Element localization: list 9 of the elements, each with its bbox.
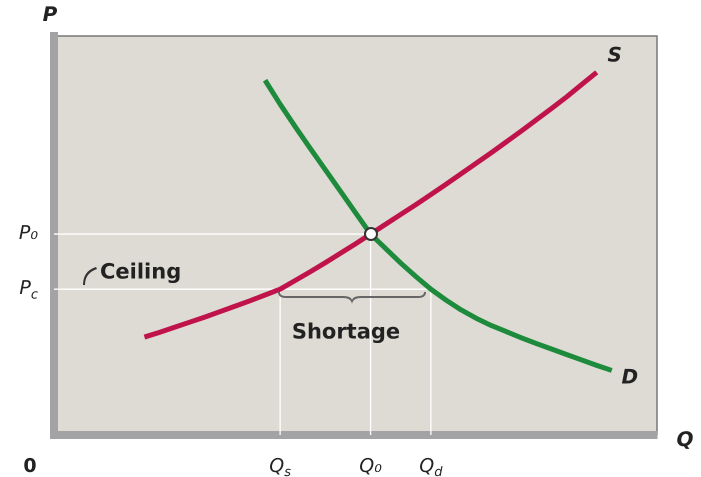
annotation: Ceiling xyxy=(100,259,182,284)
x-axis-title: Q xyxy=(676,427,694,452)
annotation: Shortage xyxy=(292,319,400,344)
text: 0 xyxy=(23,454,37,477)
series-label: S xyxy=(608,42,622,66)
ref-line-label: P₀ xyxy=(18,222,38,244)
y-axis-title: P xyxy=(42,2,58,26)
x-tick-label: Q₀ xyxy=(359,454,382,477)
series-label: D xyxy=(621,364,638,389)
